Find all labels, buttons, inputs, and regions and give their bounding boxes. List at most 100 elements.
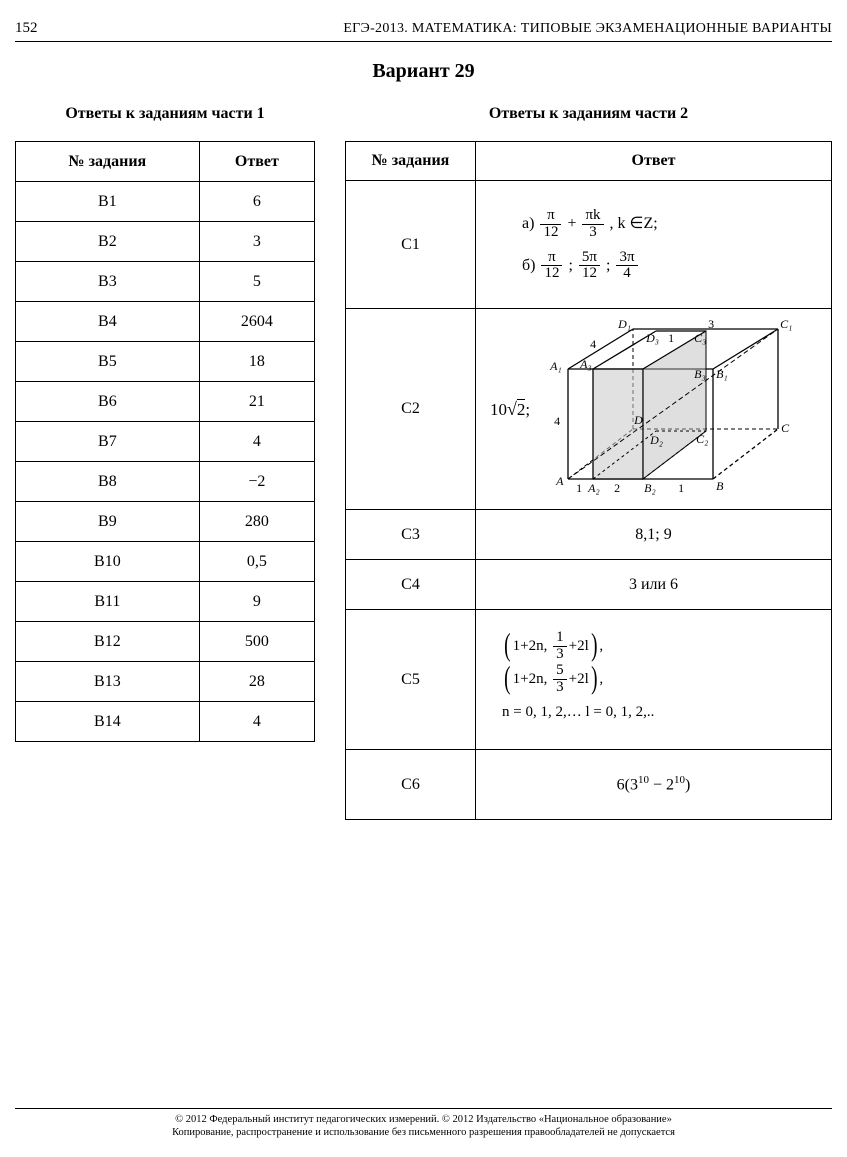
- diagram-label: D₁: [618, 317, 631, 332]
- c1-a-prefix: а): [522, 215, 538, 232]
- answer-cell: 10√2;: [476, 309, 832, 510]
- table-header-row: № задания Ответ: [16, 142, 315, 182]
- text: − 2: [649, 777, 674, 794]
- part1-column: Ответы к заданиям части 1 № задания Отве…: [15, 105, 315, 742]
- footer-line1: © 2012 Федеральный институт педагогическ…: [15, 1113, 832, 1126]
- diagram-label: A: [556, 474, 563, 489]
- answer-cell: 3: [199, 222, 314, 262]
- diagram-label: B₃: [694, 367, 706, 382]
- answer-cell: (1+2n, 13+2l), (1+2n, 53+2l), n = 0, 1, …: [476, 610, 832, 750]
- diagram-label: C₁: [780, 317, 792, 332]
- text: ): [685, 777, 690, 794]
- text: +2l: [569, 638, 589, 654]
- answer-cell: 500: [199, 622, 314, 662]
- table-row: C1 а) π12 + πk3 , k ∈Z; б) π12: [346, 181, 832, 309]
- task-cell: C5: [346, 610, 476, 750]
- c5-line1: (1+2n, 13+2l),: [502, 630, 825, 663]
- sep: ;: [568, 257, 576, 274]
- c5-line2: (1+2n, 53+2l),: [502, 663, 825, 696]
- task-cell: B6: [16, 382, 200, 422]
- text: +2l: [569, 671, 589, 687]
- task-cell: C2: [346, 309, 476, 510]
- table-row: B621: [16, 382, 315, 422]
- task-cell: C6: [346, 750, 476, 820]
- task-cell: B12: [16, 622, 200, 662]
- paren: (: [504, 632, 510, 658]
- diagram-label: D₂: [650, 433, 663, 448]
- task-cell: B13: [16, 662, 200, 702]
- diagram-label: B₂: [644, 481, 656, 496]
- fraction: 53: [553, 663, 567, 696]
- diagram-dim: 2: [614, 481, 620, 496]
- c1-line-a: а) π12 + πk3 , k ∈Z;: [522, 203, 825, 245]
- table-row: C5 (1+2n, 13+2l), (1+2n, 53+2l), n = 0, …: [346, 610, 832, 750]
- task-cell: B10: [16, 542, 200, 582]
- answer-cell: −2: [199, 462, 314, 502]
- page-number: 152: [15, 20, 38, 37]
- table-row: B74: [16, 422, 315, 462]
- header-task: № задания: [346, 142, 476, 181]
- diagram-label: B₁: [716, 367, 728, 382]
- answer-cell: 4: [199, 702, 314, 742]
- footer-line2: Копирование, распространение и использов…: [15, 1126, 832, 1139]
- answer-cell: 28: [199, 662, 314, 702]
- diagram-dim: 4: [590, 337, 596, 352]
- paren: ): [591, 632, 597, 658]
- book-title: ЕГЭ-2013. МАТЕМАТИКА: ТИПОВЫЕ ЭКЗАМЕНАЦИ…: [343, 21, 832, 37]
- diagram-dim: 1: [576, 481, 582, 496]
- task-cell: B5: [16, 342, 200, 382]
- task-cell: B7: [16, 422, 200, 462]
- part2-table: № задания Ответ C1 а) π12 + πk3 , k ∈Z;: [345, 141, 832, 820]
- header-answer: Ответ: [476, 142, 832, 181]
- c2-answer: 10√2;: [482, 319, 825, 499]
- diagram-label: A₁: [550, 359, 562, 374]
- answer-cell: 2604: [199, 302, 314, 342]
- diagram-label: A₃: [580, 357, 592, 372]
- c5-line3: n = 0, 1, 2,… l = 0, 1, 2,..: [502, 696, 825, 729]
- answer-cell: 6(310 − 210): [476, 750, 832, 820]
- fraction: 3π4: [616, 250, 637, 283]
- exponent: 10: [638, 774, 649, 786]
- table-row: C4 3 или 6: [346, 560, 832, 610]
- variant-title: Вариант 29: [15, 60, 832, 83]
- c1-b-prefix: б): [522, 257, 539, 274]
- task-cell: C4: [346, 560, 476, 610]
- task-cell: B11: [16, 582, 200, 622]
- diagram-label: C: [781, 421, 789, 436]
- c2-value: 10√2;: [490, 399, 530, 420]
- table-header-row: № задания Ответ: [346, 142, 832, 181]
- header-answer: Ответ: [199, 142, 314, 182]
- answer-cell: 18: [199, 342, 314, 382]
- task-cell: C3: [346, 510, 476, 560]
- part2-column: Ответы к заданиям части 2 № задания Отве…: [345, 105, 832, 820]
- text: 1+2n,: [513, 638, 551, 654]
- diagram-dim: 1: [678, 481, 684, 496]
- fraction: 13: [553, 630, 567, 663]
- part2-title: Ответы к заданиям части 2: [345, 105, 832, 123]
- table-row: B144: [16, 702, 315, 742]
- diagram-dim: 1: [668, 331, 674, 346]
- fraction: π12: [540, 208, 561, 241]
- diagram-label: A₂: [588, 481, 600, 496]
- task-cell: C1: [346, 181, 476, 309]
- task-cell: B8: [16, 462, 200, 502]
- diagram-label: B: [716, 479, 723, 494]
- diagram-label: C₂: [696, 432, 708, 447]
- diagram-dim: 3: [708, 317, 714, 332]
- answer-cell: 280: [199, 502, 314, 542]
- part1-title: Ответы к заданиям части 1: [15, 105, 315, 123]
- fraction: 5π12: [579, 250, 600, 283]
- answer-cell: 0,5: [199, 542, 314, 582]
- paren: (: [504, 665, 510, 691]
- exponent: 10: [674, 774, 685, 786]
- c1-line-b: б) π12 ; 5π12 ; 3π4: [522, 245, 825, 287]
- sep: ;: [606, 257, 614, 274]
- c5-answer: (1+2n, 13+2l), (1+2n, 53+2l), n = 0, 1, …: [482, 630, 825, 729]
- table-row: C3 8,1; 9: [346, 510, 832, 560]
- page-footer: © 2012 Федеральный институт педагогическ…: [15, 1108, 832, 1139]
- table-row: B23: [16, 222, 315, 262]
- page-header: 152 ЕГЭ-2013. МАТЕМАТИКА: ТИПОВЫЕ ЭКЗАМЕ…: [15, 20, 832, 42]
- task-cell: B2: [16, 222, 200, 262]
- paren: ): [591, 665, 597, 691]
- prism-diagram: A B C D A₁ B₁ C₁ D₁ A₂ B₂ C₂ D₂: [538, 319, 798, 499]
